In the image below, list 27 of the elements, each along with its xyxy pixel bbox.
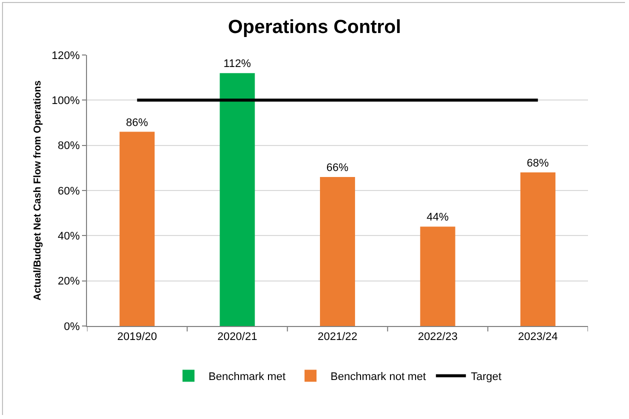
- y-tick-label: 20%: [58, 276, 80, 288]
- chart-title: Operations Control: [228, 16, 402, 38]
- x-tick-label: 2019/20: [117, 331, 157, 344]
- x-tick-label: 2022/23: [418, 331, 458, 344]
- data-label: 44%: [426, 212, 449, 224]
- bar: [420, 226, 456, 326]
- data-label: 86%: [126, 116, 148, 129]
- y-tick-label: 100%: [52, 95, 80, 108]
- y-axis-title: Actual/Budget Net Cash Flow from Operations: [32, 80, 44, 301]
- x-tick-label: 2021/22: [318, 331, 358, 344]
- bar: [520, 172, 556, 326]
- x-tick-label: 2023/24: [518, 331, 558, 344]
- y-tick-label: 120%: [52, 50, 80, 62]
- data-label: 112%: [224, 58, 252, 70]
- bar: [320, 176, 356, 326]
- y-tick-label: 60%: [58, 185, 80, 198]
- y-tick-label: 0%: [64, 320, 80, 333]
- bar: [220, 73, 255, 326]
- x-tick-label: 2020/21: [217, 331, 258, 344]
- legend-label: Target: [470, 371, 502, 384]
- data-label: 66%: [326, 162, 349, 174]
- legend-label: Benchmark met: [208, 371, 286, 384]
- y-tick-label: 40%: [58, 230, 80, 243]
- legend-label: Benchmark not met: [330, 371, 426, 384]
- bar: [120, 132, 155, 326]
- data-label: 68%: [526, 157, 550, 170]
- y-tick-label: 80%: [58, 140, 80, 152]
